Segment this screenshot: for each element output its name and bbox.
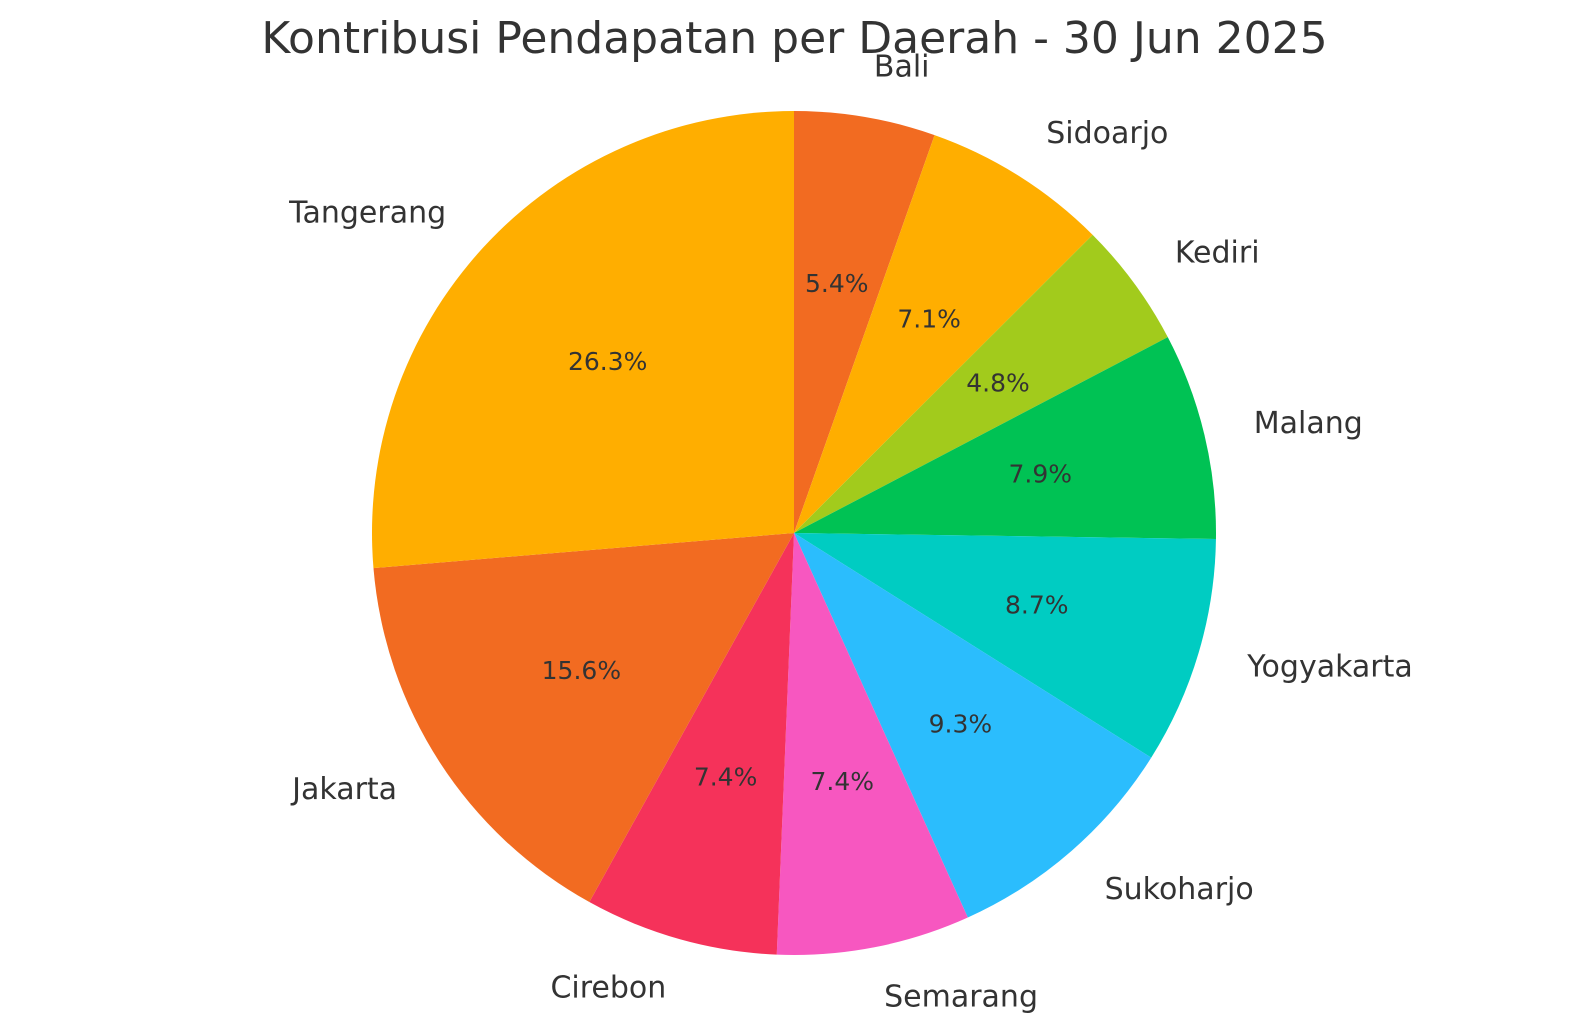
pie-slice-sukoharjo xyxy=(794,533,1152,918)
slice-label-sidoarjo: Sidoarjo xyxy=(1046,116,1168,151)
percent-label-semarang: 7.4% xyxy=(811,767,875,796)
chart-title: Kontribusi Pendapatan per Daerah - 30 Ju… xyxy=(261,13,1328,64)
pie-slice-bali xyxy=(794,111,935,533)
slice-labels: Bali Sidoarjo Kediri Malang Yogyakarta Sukoha… xyxy=(288,50,1413,1015)
percent-label-yogyakarta: 8.7% xyxy=(1005,590,1069,619)
slice-label-malang: Malang xyxy=(1254,406,1363,441)
pie-slice-tangerang xyxy=(372,111,794,569)
slice-label-semarang: Semarang xyxy=(884,979,1038,1014)
pie-slice-kediri xyxy=(794,234,1168,533)
percent-label-malang: 7.9% xyxy=(1009,460,1073,489)
slice-label-bali: Bali xyxy=(874,50,930,85)
pie-slice-sidoarjo xyxy=(794,135,1093,533)
percent-label-sidoarjo: 7.1% xyxy=(897,304,961,333)
slice-label-jakarta: Jakarta xyxy=(290,772,397,807)
percent-label-kediri: 4.8% xyxy=(966,369,1030,398)
pie-slice-yogyakarta xyxy=(794,533,1216,758)
pie-slices xyxy=(372,111,1216,955)
percent-label-tangerang: 26.3% xyxy=(568,347,647,376)
pie-slice-cirebon xyxy=(589,533,794,955)
slice-label-tangerang: Tangerang xyxy=(288,196,446,231)
percent-labels: 5.4% 7.1% 4.8% 7.9% 8.7% 9.3% 7.4% 7.4% 15.6% 26.… xyxy=(542,269,1072,796)
percent-label-cirebon: 7.4% xyxy=(694,762,758,791)
percent-label-sukoharjo: 9.3% xyxy=(929,709,993,738)
pie-slice-malang xyxy=(794,337,1216,539)
percent-label-bali: 5.4% xyxy=(805,269,869,298)
pie-slice-jakarta xyxy=(373,533,794,903)
slice-label-sukoharjo: Sukoharjo xyxy=(1105,872,1254,907)
slice-label-kediri: Kediri xyxy=(1175,236,1260,271)
pie-slice-semarang xyxy=(776,533,968,955)
slice-label-cirebon: Cirebon xyxy=(550,971,666,1006)
slice-label-yogyakarta: Yogyakarta xyxy=(1246,650,1413,685)
percent-label-jakarta: 15.6% xyxy=(542,656,621,685)
